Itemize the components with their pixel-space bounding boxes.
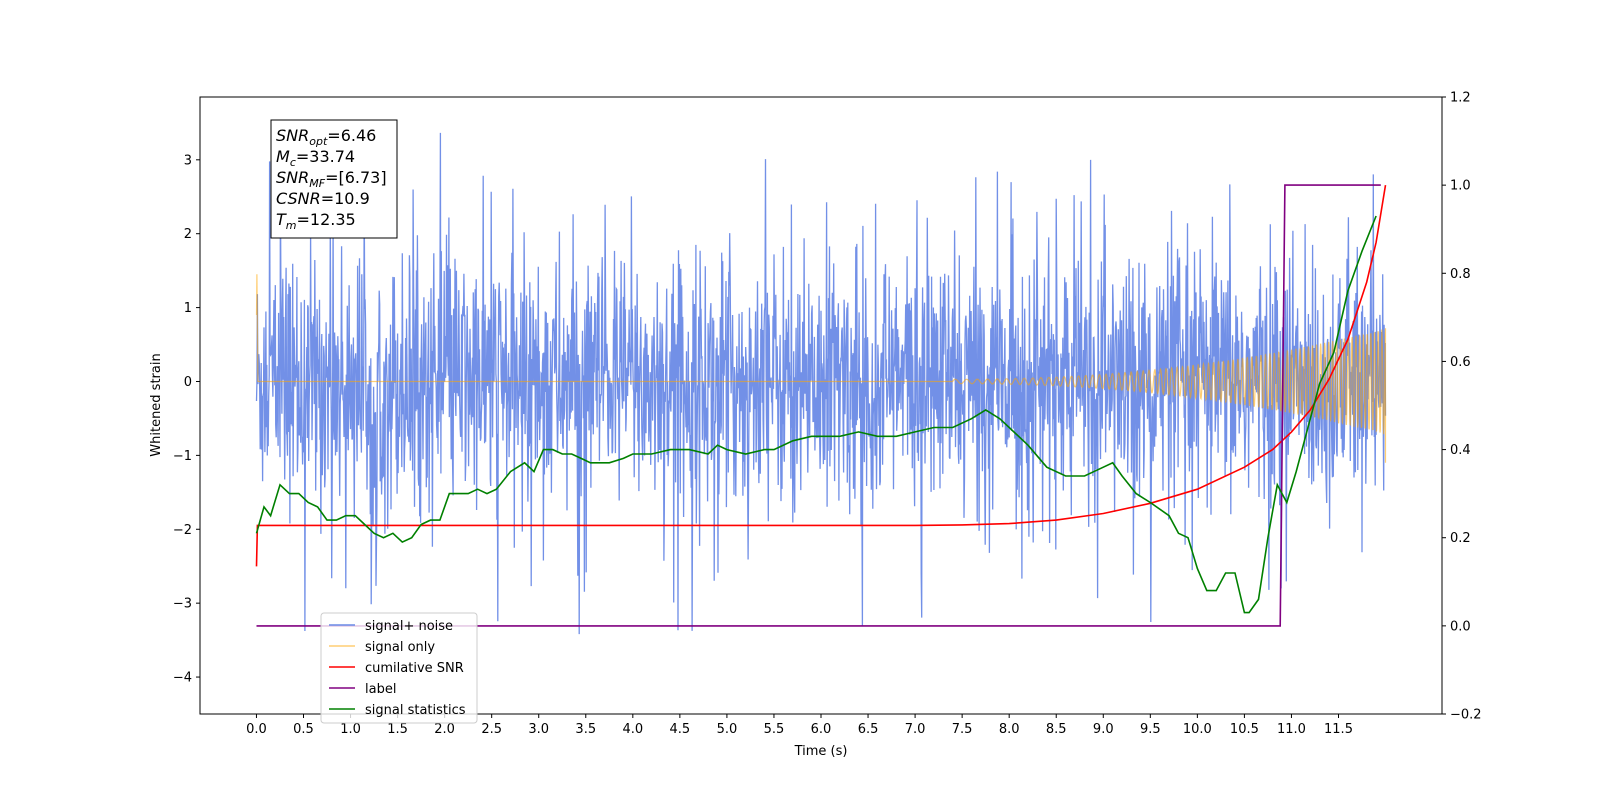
y-left-tick-label: 3 (184, 153, 192, 168)
x-tick-label: 10.0 (1183, 722, 1212, 737)
series-signal-only-line (255, 274, 1387, 463)
legend: signal+ noise signal only cumilative SNR la… (320, 612, 478, 724)
x-tick-label: 11.5 (1324, 722, 1353, 737)
y-right-tick-label: 0.6 (1450, 355, 1471, 370)
x-tick-label: 2.0 (434, 722, 455, 737)
y-axis-right-ticks: 1.2 1.0 0.8 0.6 0.4 0.2 0.0 −0.2 (1442, 91, 1482, 723)
info-snr-mf: SNRMF=[6.73] (276, 168, 387, 190)
legend-entry-label: signal statistics (365, 703, 466, 718)
y-right-tick-label: 0.2 (1450, 531, 1471, 546)
y-left-tick-label: −2 (173, 523, 192, 538)
series-signal-statistics-line (255, 215, 1377, 614)
x-tick-label: 11.0 (1277, 722, 1306, 737)
series-label-line (256, 184, 1381, 627)
x-tick-label: 1.5 (387, 722, 408, 737)
info-box-frame (270, 119, 398, 239)
x-tick-label: 8.0 (999, 722, 1020, 737)
x-tick-label: 3.5 (575, 722, 596, 737)
y-axis-left-label: Whitened strain (149, 353, 164, 456)
x-tick-label: 1.0 (340, 722, 361, 737)
x-tick-label: 9.0 (1093, 722, 1114, 737)
info-box: SNRopt=6.46Mc=33.74SNRMF=[6.73]CSNR=10.9… (270, 119, 398, 239)
x-tick-label: 0.0 (246, 722, 267, 737)
x-tick-label: 2.5 (481, 722, 502, 737)
info-snr-opt: SNRopt=6.46 (276, 126, 376, 148)
y-left-tick-label: 2 (184, 227, 192, 242)
x-tick-label: 6.5 (858, 722, 879, 737)
y-axis-left-ticks: 3 2 1 0 −1 −2 −3 −4 (173, 153, 200, 686)
y-left-tick-label: −4 (173, 671, 192, 686)
x-tick-label: 10.5 (1230, 722, 1259, 737)
x-tick-label: 6.0 (811, 722, 832, 737)
y-left-tick-label: −3 (173, 597, 192, 612)
legend-entry-label: label (365, 682, 396, 697)
info-mc: Mc=33.74 (276, 147, 355, 169)
y-right-tick-label: 0.4 (1450, 443, 1471, 458)
y-left-tick-label: 0 (184, 375, 192, 390)
x-tick-label: 5.0 (717, 722, 738, 737)
info-tm: Tm=12.35 (276, 210, 356, 232)
legend-entry-label: cumilative SNR (365, 661, 464, 676)
legend-entry-label: signal+ noise (365, 619, 453, 634)
legend-entry-label: signal only (365, 640, 435, 655)
x-axis-label: Time (s) (794, 744, 848, 759)
y-right-tick-label: 1.0 (1450, 179, 1471, 194)
y-right-tick-label: 0.8 (1450, 267, 1471, 282)
y-right-tick-label: 1.2 (1450, 91, 1471, 106)
x-tick-label: 5.5 (764, 722, 785, 737)
x-tick-label: 4.0 (622, 722, 643, 737)
plot-area (255, 132, 1387, 635)
info-csnr: CSNR=10.9 (276, 189, 370, 208)
x-tick-label: 7.0 (905, 722, 926, 737)
x-tick-label: 7.5 (952, 722, 973, 737)
x-axis-ticks: 0.0 0.5 1.0 1.5 2.0 2.5 3.0 3.5 4.0 4.5 5.0 5.5 6.0 6… (246, 714, 1353, 737)
y-right-tick-label: −0.2 (1450, 708, 1482, 723)
x-tick-label: 0.5 (293, 722, 314, 737)
y-left-tick-label: −1 (173, 449, 192, 464)
x-tick-label: 3.0 (528, 722, 549, 737)
y-left-tick-label: 1 (184, 301, 192, 316)
x-tick-label: 9.5 (1140, 722, 1161, 737)
y-right-tick-label: 0.0 (1450, 619, 1471, 634)
legend-frame (320, 612, 478, 724)
x-tick-label: 8.5 (1046, 722, 1067, 737)
x-tick-label: 4.5 (670, 722, 691, 737)
